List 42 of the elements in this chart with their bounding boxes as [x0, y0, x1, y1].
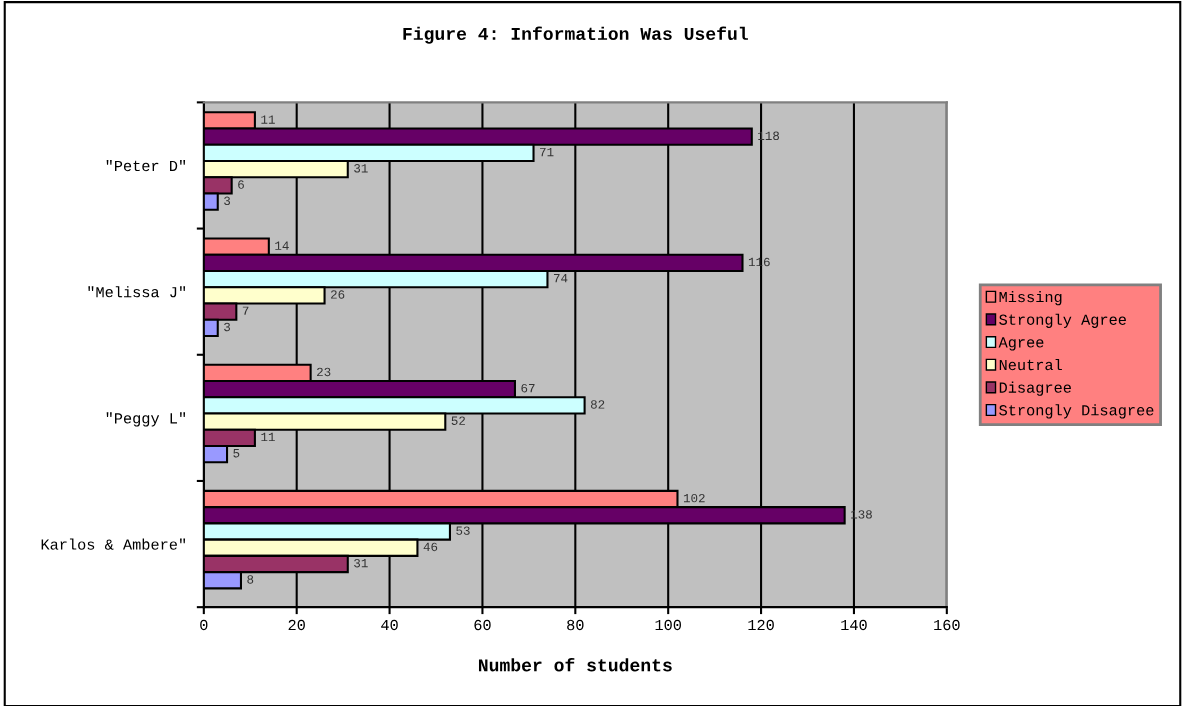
legend-label: Disagree: [999, 381, 1071, 396]
x-tick-label: 120: [748, 619, 774, 631]
data-label: 74: [553, 274, 568, 283]
data-label: 14: [275, 241, 289, 250]
x-tick-label: 40: [381, 619, 398, 631]
y-tick-label: "Melissa J": [88, 286, 186, 298]
legend-label: Strongly Agree: [999, 313, 1126, 328]
data-label: 31: [354, 164, 368, 173]
data-label: 71: [540, 147, 554, 157]
x-tick-label: 60: [474, 619, 491, 631]
data-label: 26: [330, 290, 345, 299]
data-label: 102: [683, 493, 705, 503]
data-label: 82: [590, 400, 605, 409]
x-tick-label: 160: [934, 619, 960, 631]
data-label: 67: [521, 383, 535, 393]
x-tick-label: 0: [200, 619, 208, 631]
legend-label: Missing: [999, 291, 1062, 306]
data-label: 5: [233, 449, 240, 458]
legend-label: Strongly Disagree: [999, 404, 1154, 419]
x-tick-label: 100: [655, 619, 681, 631]
data-label: 11: [261, 432, 275, 442]
data-label: 8: [247, 575, 254, 584]
data-label: 11: [261, 115, 275, 124]
x-axis-title: Number of students: [478, 657, 672, 672]
y-tick-label: "Peter D": [106, 159, 186, 172]
data-label: 23: [317, 367, 331, 377]
data-label: 7: [242, 306, 249, 315]
data-label: 31: [354, 558, 368, 568]
x-tick-label: 140: [841, 619, 867, 631]
y-tick-label: Karlos & Ambere": [41, 538, 186, 550]
chart-title: Figure 4: Information Was Useful: [403, 26, 748, 44]
legend-label: Agree: [998, 337, 1044, 351]
data-label: 53: [456, 526, 470, 535]
data-label: 46: [423, 542, 438, 552]
x-tick-label: 20: [288, 619, 305, 631]
data-label: 3: [224, 196, 231, 206]
y-tick-label: "Peggy L": [106, 412, 186, 427]
legend-label: Neutral: [999, 358, 1062, 371]
x-tick-label: 80: [567, 619, 584, 631]
data-label: 3: [224, 322, 231, 332]
data-label: 6: [238, 180, 244, 189]
data-label: 52: [451, 416, 465, 425]
